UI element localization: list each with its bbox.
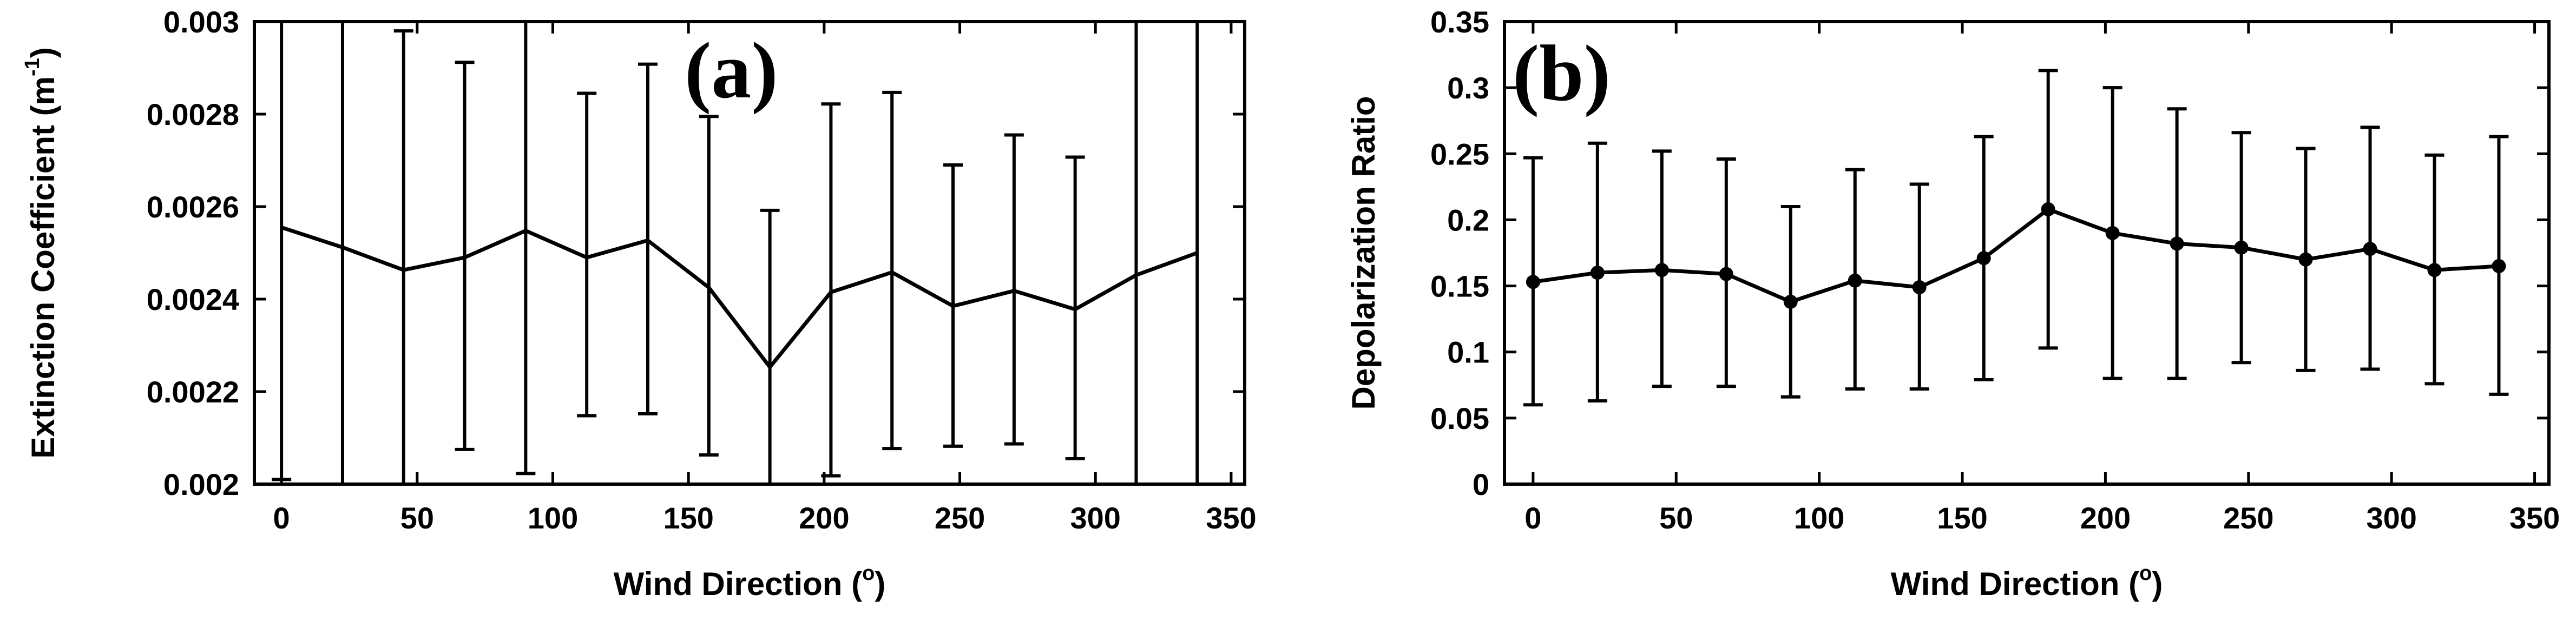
y-tick-label: 0.0024 [147,282,239,316]
x-tick-label: 200 [2080,501,2131,535]
y-tick-label: 0.1 [1447,335,1489,369]
x-tick-label: 300 [1070,501,1121,535]
data-point [2363,242,2377,256]
y-tick-label: 0.05 [1430,401,1489,435]
data-point [1848,273,1862,288]
x-tick-label: 300 [2366,501,2416,535]
data-point [1654,263,1669,277]
y-tick-label: 0.25 [1430,137,1489,171]
x-axis-label: Wind Direction (o) [614,562,886,602]
series-line [281,226,1198,371]
y-axis-label-text: Extinction Coefficient (m [25,76,61,459]
data-layer [272,22,1199,484]
y-axis-label: Extinction Coefficient (m-1) [21,47,61,458]
x-tick-label: 350 [1206,501,1256,535]
x-axis-label-end: ) [2152,566,2163,602]
series-line [1533,207,2499,304]
y-tick-label: 0.0022 [147,375,239,409]
x-tick-label: 200 [799,501,849,535]
x-axis-label-end: ) [875,566,885,602]
x-tick-label: 250 [2223,501,2273,535]
data-point [1719,267,1733,281]
data-point [1783,294,1798,309]
x-axis-label-superscript: o [2139,562,2152,585]
y-tick-label: 0.35 [1430,5,1489,39]
x-tick-label: 100 [528,501,578,535]
data-point [2298,252,2313,267]
x-tick-label: 350 [2509,501,2560,535]
y-tick-label: 0.2 [1447,203,1489,237]
data-point [2492,259,2506,273]
y-tick-label: 0 [1473,467,1489,501]
y-tick-label: 0.002 [163,467,239,501]
panel-label: (a) [685,27,778,115]
x-axis-label-superscript: o [862,562,875,585]
x-tick-label: 50 [400,501,434,535]
y-axis-label: Depolarization Ratio [1345,96,1382,409]
x-tick-label: 150 [663,501,713,535]
y-tick-label: 0.15 [1430,269,1489,303]
x-axis-label-text: Wind Direction ( [614,566,862,602]
x-axis-label: Wind Direction (o) [1891,562,2163,602]
y-axis-label-superscript: -1 [21,58,44,76]
x-tick-label: 250 [935,501,985,535]
x-tick-label: 100 [1794,501,1844,535]
data-point [1912,280,1927,295]
data-point [2234,240,2249,255]
x-tick-label: 150 [1937,501,1987,535]
x-tick-label: 0 [273,501,290,535]
panel-label: (b) [1513,29,1611,118]
plot-frame [253,20,1246,486]
panel-a-extinction-coefficient: 0 50 100 150 200 250 300 350 0.002 0.0022 0.0024 0.… [21,5,1257,602]
x-tick-label: 50 [1659,501,1693,535]
data-point [2427,263,2442,277]
data-point [1526,275,1540,289]
plot-frame [1503,20,2551,486]
panel-b-depolarization-ratio: 0 50 100 150 200 250 300 350 0 0.05 0.1 0.15 0.2 0.25… [1345,5,2560,602]
data-layer [1523,69,2509,407]
y-tick-label: 0.0028 [147,97,239,131]
data-point [2170,236,2184,251]
y-axis-label-end: ) [25,47,61,58]
y-tick-label: 0.3 [1447,71,1489,105]
data-point [2041,202,2055,216]
y-axis-label-text: Depolarization Ratio [1345,96,1382,409]
x-tick-label: 0 [1524,501,1541,535]
data-point [2105,226,2120,240]
x-axis-label-text: Wind Direction ( [1891,566,2139,602]
data-point [1590,266,1605,280]
y-tick-label: 0.003 [163,5,239,39]
y-tick-label: 0.0026 [147,190,239,224]
data-point [1976,251,1991,266]
